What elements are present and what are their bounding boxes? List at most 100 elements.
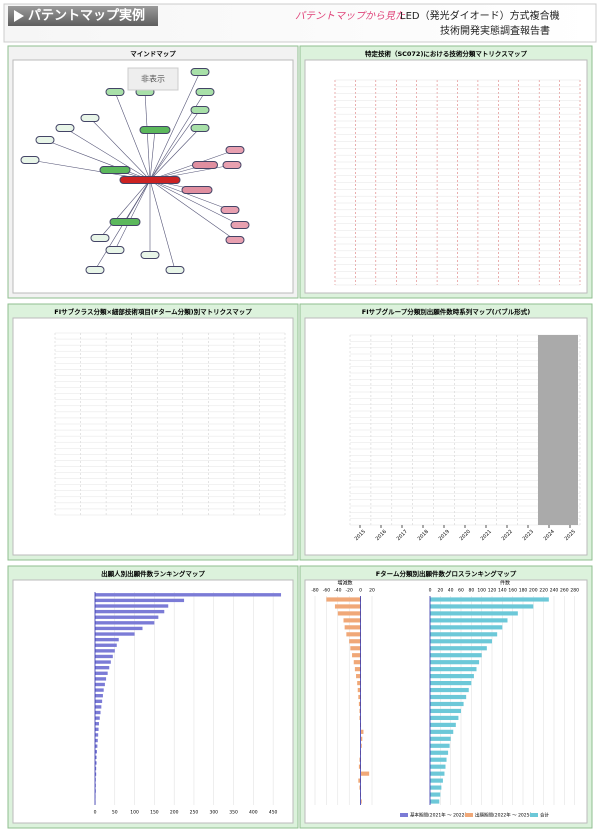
bar [95,655,113,658]
node [182,187,212,194]
x-tick-label: 300 [209,810,218,816]
bar [95,705,101,708]
node [81,115,99,122]
x-tick-label: 80 [468,588,474,594]
bar [95,700,102,703]
bar [95,672,108,675]
bar [95,694,103,697]
bar [95,683,105,686]
bar [95,660,111,663]
bar [338,611,361,615]
bar [355,667,361,671]
bar [430,681,471,685]
bar [430,716,458,720]
node [226,147,244,154]
bar [95,688,104,691]
bar [352,653,361,657]
legend-swatch [530,813,538,817]
panel-title: 出願人別出願件数ランキングマップ [101,569,205,578]
bar [430,772,444,776]
node [140,127,170,134]
x-tick-label: -20 [346,588,353,594]
node [100,167,130,174]
x-tick-label: 60 [458,588,464,594]
bar [430,667,477,671]
x-tick-label: 120 [488,588,497,594]
bar [95,711,101,714]
bar [430,618,508,622]
bar [430,639,492,643]
bar [95,722,99,725]
x-tick-label: 160 [508,588,517,594]
x-tick-label: 50 [112,810,118,816]
bar [430,695,466,699]
bar [335,604,361,608]
bar [350,646,360,650]
x-tick-label: 140 [498,588,507,594]
bar [361,772,370,776]
x-tick-label: 260 [560,588,569,594]
bar [95,627,143,630]
bar [430,751,448,755]
bar [430,792,440,796]
bar [430,611,518,615]
node [56,125,74,132]
header-line1: LED（発光ダイオード）方式複合機 [400,9,560,22]
bar [95,599,184,602]
legend-label: 合計 [540,812,549,819]
legend-swatch [400,813,408,817]
node [166,267,184,274]
bar [430,674,474,678]
bar [95,666,109,669]
bar [430,799,439,803]
node [86,267,104,274]
bar [430,737,451,741]
bar [430,709,461,713]
bar [430,779,443,783]
panel-title: FIサブグループ分類別出願件数時系列マップ(バブル形式) [362,307,530,316]
right-label: 件数 [500,580,510,587]
bar [430,632,497,636]
bar [357,681,360,685]
bar [95,739,98,742]
bar [430,646,487,650]
x-tick-label: 0 [94,810,97,816]
bar [95,616,158,619]
x-tick-label: 100 [130,810,139,816]
bar [95,649,115,652]
bar [95,638,119,641]
node [191,107,209,114]
node [196,89,214,96]
bar [430,765,446,769]
node [36,137,54,144]
x-tick-label: 350 [229,810,238,816]
node [221,207,239,214]
node [191,125,209,132]
node [106,247,124,254]
bar [430,653,482,657]
header-line2: 技術開発実態調査報告書 [440,24,550,37]
bar [430,688,469,692]
x-tick-label: -60 [323,588,330,594]
bar [95,733,98,736]
panel-title: マインドマップ [130,49,176,58]
legend-swatch [465,813,473,817]
panel-inner [305,60,587,293]
legend-label: 出願期間(2022年 ～ 2025年) [475,812,536,819]
left-label: 増減数 [337,580,352,587]
bar [95,621,154,624]
shade [538,335,578,525]
bar [430,785,441,789]
x-tick-label: 40 [448,588,454,594]
bar [95,728,99,731]
panel-inner [305,580,587,823]
x-tick-label: 450 [269,810,278,816]
node [226,237,244,244]
bar [430,625,502,629]
node [91,235,109,242]
x-tick-label: -80 [311,588,318,594]
x-tick-label: 200 [170,810,179,816]
panel-title: 特定技術（SC072)における技術分類マトリクスマップ [365,49,528,58]
bar [95,593,281,596]
